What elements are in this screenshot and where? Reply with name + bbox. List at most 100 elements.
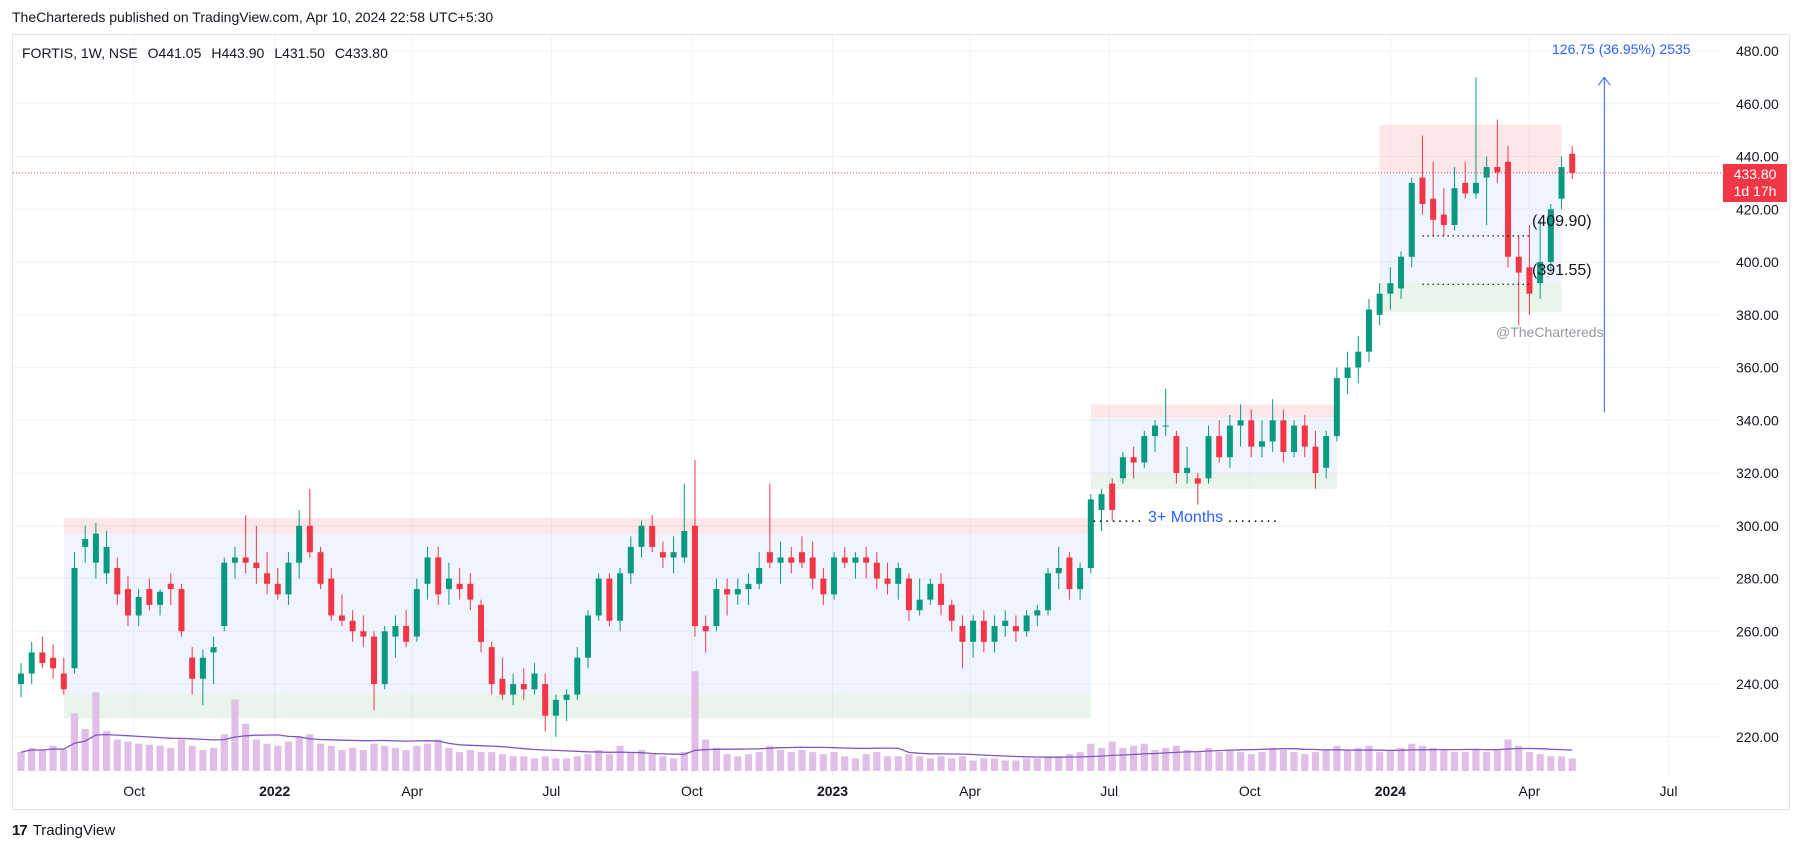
open-value: O441.05	[147, 45, 202, 61]
time-tick-label: Apr	[401, 783, 423, 799]
volume-bar	[1472, 750, 1480, 771]
volume-bar	[263, 743, 271, 771]
candle-body	[328, 578, 335, 616]
volume-bar	[177, 739, 186, 771]
volume-bar	[113, 739, 121, 771]
candle-body	[980, 620, 987, 642]
time-axis[interactable]: Oct 2022 Apr Jul Oct 2023 Apr Jul Oct 2024 Apr Jul	[123, 783, 1677, 799]
range-zone	[1090, 417, 1337, 474]
price-axis[interactable]: 480.00 460.00 440.00 420.00 400.00 380.00 360.…	[1736, 43, 1779, 745]
candle-body	[157, 591, 164, 605]
volume-bar	[1226, 750, 1234, 771]
candle-body	[92, 533, 99, 563]
volume-bar	[830, 752, 838, 771]
volume-bar	[231, 699, 239, 771]
candle-body	[734, 589, 741, 595]
candle-body	[1451, 188, 1458, 226]
volume-bar	[1354, 747, 1362, 771]
volume-bar	[723, 754, 731, 771]
volume-bar	[1162, 747, 1170, 771]
symbol-info[interactable]: FORTIS, 1W, NSE	[22, 45, 138, 61]
candle-body	[403, 626, 410, 642]
volume-bar	[584, 754, 592, 771]
volume-bar	[1033, 758, 1041, 771]
symbol-legend[interactable]: FORTIS, 1W, NSE O441.05 H443.90 L431.50 …	[22, 45, 388, 61]
chart-drawings	[13, 76, 1722, 413]
measure-arrowhead	[1597, 76, 1611, 86]
candle-body	[456, 583, 463, 590]
volume-bar	[38, 750, 46, 771]
volume-bar	[990, 758, 999, 771]
brand-name: TradingView	[32, 822, 116, 839]
candle-body	[1312, 446, 1319, 474]
grid-lines	[13, 35, 1722, 776]
candle-body	[927, 583, 934, 600]
volume-bar	[969, 760, 977, 771]
bar-countdown: 1d 17h	[1733, 183, 1777, 199]
volume-bar	[1172, 745, 1180, 771]
candle-body	[574, 657, 581, 695]
volume-bar	[252, 739, 260, 771]
volume-bar	[1247, 754, 1255, 771]
level-label-2: (391.55)	[1532, 262, 1592, 279]
candle-body	[670, 552, 677, 558]
volume-bar	[627, 752, 635, 771]
candle-body	[563, 694, 570, 700]
candle-body	[435, 557, 442, 595]
volume-bar	[1440, 750, 1448, 771]
volume-bar	[1301, 754, 1309, 771]
candle-body	[1472, 182, 1479, 194]
volume-bar	[1408, 743, 1416, 771]
volume-bar	[1140, 743, 1148, 771]
candle-body	[884, 578, 891, 584]
level-label-1: (409.90)	[1532, 213, 1592, 230]
price-tick-label: 280.00	[1736, 571, 1779, 587]
volume-bar	[605, 754, 613, 771]
volume-bar	[1515, 745, 1523, 771]
volume-bar	[1429, 747, 1437, 771]
volume-bar	[498, 754, 507, 771]
price-tick-label: 220.00	[1736, 729, 1779, 745]
volume-bar	[1258, 752, 1266, 771]
volume-bar	[220, 734, 228, 771]
candle-body	[809, 557, 816, 579]
candle-body	[381, 631, 388, 685]
volume-bar	[776, 750, 785, 771]
volume-bar	[1012, 760, 1020, 771]
candle-body	[1269, 420, 1276, 442]
volume-bar	[1386, 750, 1394, 771]
volume-bar	[520, 756, 528, 771]
candle-body	[702, 626, 709, 632]
last-price-value: 433.80	[1733, 166, 1777, 182]
volume-bars	[17, 671, 1576, 771]
volume-bar	[199, 750, 207, 771]
volume-bar	[434, 739, 442, 771]
candle-body	[938, 583, 945, 605]
volume-bar	[70, 713, 79, 771]
volume-bar	[124, 741, 132, 771]
volume-bar	[92, 692, 100, 771]
candle-body	[1547, 209, 1554, 263]
candle-body	[253, 562, 260, 568]
volume-bar	[1461, 752, 1469, 771]
supply-zone	[1090, 404, 1337, 418]
candle-body	[820, 578, 827, 595]
volume-ma-line	[20, 733, 1573, 758]
volume-bar	[456, 752, 464, 771]
volume-bar	[17, 752, 25, 771]
candle-body	[681, 531, 688, 558]
price-tick-label: 480.00	[1736, 43, 1779, 59]
volume-moving-average	[20, 733, 1573, 758]
candle-body	[1333, 378, 1340, 437]
candle-body	[1515, 256, 1522, 273]
close-value: C433.80	[334, 45, 388, 61]
candle-body	[1002, 620, 1009, 627]
tradingview-logo-icon: 17	[12, 822, 28, 839]
volume-bar	[284, 741, 293, 771]
last-price-tag: 433.80 1d 17h	[1723, 164, 1787, 202]
price-tick-label: 360.00	[1736, 360, 1779, 376]
time-tick-label: Jul	[542, 783, 560, 799]
footer-brand[interactable]: 17 TradingView	[12, 822, 115, 839]
volume-bar	[1322, 750, 1330, 771]
